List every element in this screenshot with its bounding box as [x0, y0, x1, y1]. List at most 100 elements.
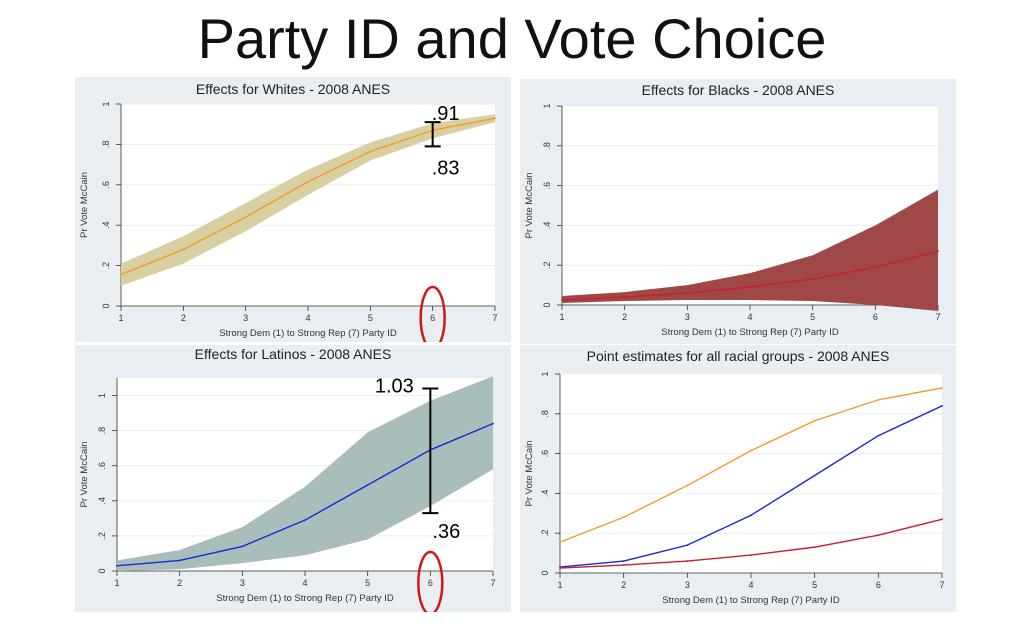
- data-point: [623, 296, 626, 298]
- data-point: [369, 150, 372, 153]
- confidence-band-0: [121, 114, 495, 286]
- data-point: [178, 559, 181, 562]
- plot-area: [560, 374, 942, 573]
- x-tick-label: 6: [876, 580, 881, 590]
- x-tick-label: 2: [177, 578, 182, 588]
- data-point: [686, 292, 689, 294]
- chart-whites: Effects for Whites - 2008 ANES 0 .2 .4 .6 .8 1…: [75, 77, 511, 351]
- data-point: [494, 117, 496, 120]
- x-tick-label: 1: [559, 312, 564, 322]
- chart-all-groups: Point estimates for all racial groups - …: [520, 345, 956, 612]
- y-axis-label: Pr Vote McCain: [524, 173, 535, 239]
- data-point: [116, 564, 118, 567]
- y-tick-label: 1: [542, 103, 552, 108]
- x-tick-label: 3: [240, 578, 245, 588]
- x-tick-label: 7: [490, 578, 495, 588]
- x-tick-label: 5: [812, 580, 817, 590]
- x-axis-label: Strong Dem (1) to Strong Rep (7) Party I…: [219, 328, 397, 339]
- data-point: [492, 422, 494, 425]
- y-axis-label: Pr Vote McCain: [79, 172, 90, 238]
- y-tick-label: .8: [540, 410, 550, 418]
- confidence-band-0: [117, 376, 493, 571]
- data-point: [304, 519, 306, 522]
- chart-panel-whites: Effects for Whites - 2008 ANES 0 .2 .4 .6 .8 1…: [75, 77, 511, 351]
- data-point: [813, 546, 816, 549]
- y-tick-label: .8: [542, 142, 552, 150]
- error-bar-bottom-label: .83: [432, 157, 460, 179]
- y-tick-label: .6: [540, 450, 550, 458]
- data-point: [749, 286, 751, 288]
- x-tick-label: 4: [747, 312, 752, 322]
- data-point: [622, 560, 625, 562]
- data-point: [750, 554, 752, 556]
- x-tick-label: 5: [810, 312, 815, 322]
- data-point: [874, 266, 877, 269]
- y-tick-label: .4: [540, 490, 550, 498]
- error-bar: [422, 387, 439, 515]
- x-tick-label: 3: [685, 312, 690, 322]
- data-point: [241, 545, 244, 548]
- data-point: [244, 216, 247, 219]
- x-tick-label: 5: [365, 578, 370, 588]
- y-tick-label: .2: [97, 532, 107, 540]
- y-tick-label: 0: [542, 302, 552, 307]
- x-tick-label: 5: [368, 313, 373, 323]
- x-tick-label: 7: [939, 580, 944, 590]
- x-tick-label: 2: [621, 580, 626, 590]
- data-point: [559, 567, 561, 569]
- data-point: [941, 387, 943, 389]
- x-axis-label: Strong Dem (1) to Strong Rep (7) Party I…: [661, 327, 839, 338]
- y-tick-label: .8: [97, 427, 107, 435]
- chart-title: Effects for Latinos - 2008 ANES: [195, 346, 392, 362]
- data-point: [813, 419, 816, 422]
- data-point: [686, 484, 689, 487]
- chart-panel-blacks: Effects for Blacks - 2008 ANES 0 .2 .4 .6 .8 1…: [520, 79, 956, 344]
- chart-latinos: Effects for Latinos - 2008 ANES 0 .2 .4 .6 .8…: [75, 345, 511, 616]
- data-point: [941, 518, 943, 521]
- y-tick-label: 1: [97, 393, 107, 398]
- y-tick-label: .4: [101, 221, 111, 229]
- y-axis-label: Pr Vote McCain: [79, 442, 90, 508]
- y-tick-label: 0: [101, 303, 111, 308]
- chart-title: Point estimates for all racial groups - …: [587, 348, 890, 364]
- x-tick-label: 7: [935, 312, 940, 322]
- chart-panel-latinos: Effects for Latinos - 2008 ANES 0 .2 .4 .6 .8…: [75, 345, 511, 616]
- data-point: [813, 474, 816, 477]
- x-axis-label: Strong Dem (1) to Strong Rep (7) Party I…: [216, 593, 394, 604]
- y-tick-label: .8: [101, 141, 111, 149]
- y-tick-label: 0: [540, 570, 550, 575]
- data-point: [941, 404, 943, 407]
- y-tick-label: .2: [542, 261, 552, 269]
- data-point: [120, 273, 122, 276]
- x-tick-label: 2: [181, 313, 186, 323]
- x-tick-label: 4: [748, 580, 753, 590]
- data-point: [366, 484, 369, 486]
- y-tick-label: .6: [542, 182, 552, 190]
- x-tick-label: 4: [302, 578, 307, 588]
- x-tick-label: 6: [428, 578, 433, 588]
- data-point: [811, 278, 814, 281]
- chart-title: Effects for Whites - 2008 ANES: [196, 81, 390, 97]
- y-tick-label: .2: [540, 529, 550, 537]
- chart-panel-all-groups: Point estimates for all racial groups - …: [520, 345, 956, 612]
- x-tick-label: 1: [557, 580, 562, 590]
- y-tick-label: .4: [97, 497, 107, 505]
- data-point: [937, 250, 939, 253]
- data-point: [622, 564, 625, 566]
- data-point: [750, 449, 752, 452]
- page-title: Party ID and Vote Choice: [197, 7, 827, 70]
- chart-title: Effects for Blacks - 2008 ANES: [642, 82, 835, 98]
- x-tick-label: 3: [243, 313, 248, 323]
- confidence-band-0: [562, 189, 938, 311]
- x-tick-label: 6: [873, 312, 878, 322]
- y-tick-label: 1: [540, 371, 550, 376]
- data-point: [561, 299, 563, 301]
- y-tick-label: .4: [542, 222, 552, 230]
- error-bar-top-label: 1.03: [375, 376, 414, 398]
- data-point: [877, 398, 880, 401]
- data-point: [622, 516, 625, 519]
- data-point: [686, 560, 689, 562]
- data-point: [686, 544, 689, 547]
- data-point: [559, 541, 561, 544]
- x-axis-label: Strong Dem (1) to Strong Rep (7) Party I…: [662, 595, 840, 606]
